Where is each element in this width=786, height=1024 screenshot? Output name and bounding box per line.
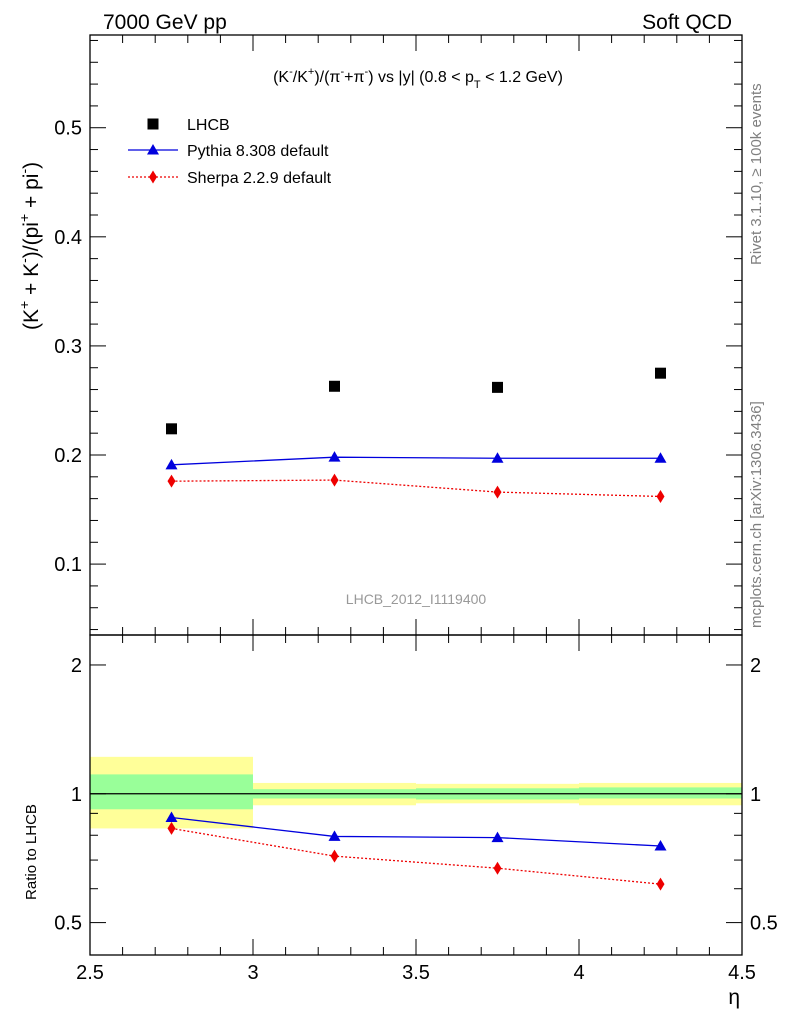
ratio-series-point-1 [493, 861, 502, 875]
main-series-point-1 [491, 452, 504, 463]
ylabel-s2: - [16, 258, 32, 263]
x-tick-label: 4.5 [728, 962, 756, 984]
title-sup1: - [289, 66, 293, 78]
ratio-ytick-label-right: 2 [750, 655, 761, 677]
main-ylabel: (K+ + K-)/(pi+ + pi-) [16, 162, 43, 330]
title-sup3: - [340, 66, 344, 78]
main-series-layer [165, 367, 667, 503]
legend-marker-2 [149, 170, 157, 184]
ratio-uncertainty-bands [90, 756, 742, 829]
main-series-point-2 [330, 473, 339, 487]
title-sub1: T [474, 79, 481, 91]
energy-label: 7000 GeV pp [103, 11, 227, 34]
main-ytick-label: 0.2 [54, 445, 82, 467]
ylabel-p3: )/(pi [20, 222, 43, 258]
chart-title: (K-/K+)/(π-+π-) vs |y| (0.8 < pT < 1.2 G… [273, 66, 563, 91]
main-ytick-label: 0.3 [54, 336, 82, 358]
ylabel-p2: + K [20, 263, 43, 301]
ratio-series-point-1 [656, 877, 665, 891]
title-mid3: +π [344, 69, 364, 86]
main-series-point-2 [656, 489, 665, 503]
ratio-ytick-label-right: 0.5 [750, 913, 778, 935]
legend-label-2: Sherpa 2.2.9 default [187, 170, 332, 187]
ylabel-p5: ) [20, 162, 43, 169]
ratio-ytick-label-right: 1 [750, 784, 761, 806]
main-series-point-0 [166, 423, 177, 435]
ylabel-s1: + [16, 301, 32, 309]
ratio-series-point-1 [167, 821, 176, 835]
rivet-label: Rivet 3.1.10, ≥ 100k events [748, 83, 765, 265]
ratio-series-point-0 [165, 811, 178, 823]
process-label: Soft QCD [642, 11, 732, 34]
x-axis-label: η [728, 986, 740, 1009]
main-series-point-0 [655, 367, 666, 379]
x-tick-label: 3.5 [402, 962, 430, 984]
ylabel-p1: (K [20, 309, 43, 330]
ylabel-s4: - [16, 169, 32, 174]
ratio-series-point-1 [330, 849, 339, 863]
main-ytick-label: 0.1 [54, 554, 82, 576]
ratio-series-layer [165, 811, 667, 891]
main-series-point-2 [493, 485, 502, 499]
main-ytick-label: 0.5 [54, 118, 82, 140]
legend: LHCB Pythia 8.308 default Sherpa 2.2.9 def… [128, 117, 332, 187]
title-sup2: + [308, 66, 314, 78]
x-tick-label: 3 [247, 962, 258, 984]
main-ytick-label: 0.4 [54, 227, 82, 249]
title-mid2: )/(π [314, 69, 340, 86]
main-series-point-2 [167, 474, 176, 488]
legend-label-0: LHCB [187, 117, 230, 134]
mcplots-label: mcplots.cern.ch [arXiv:1306.3436] [748, 401, 765, 628]
ratio-series-point-0 [491, 831, 504, 843]
ratio-ytick-label-left: 2 [71, 655, 82, 677]
analysis-watermark: LHCB_2012_I1119400 [346, 591, 487, 607]
main-axis-ticks: 0.1 0.2 0.3 0.4 0.5 [54, 35, 743, 635]
title-prefix: (K [273, 69, 289, 86]
main-series-point-1 [165, 458, 178, 470]
title-suffix: < 1.2 GeV) [481, 69, 563, 86]
ratio-ytick-label-left: 1 [71, 784, 82, 806]
ylabel-p4: + pi [20, 174, 43, 214]
title-mid1: /K [293, 69, 308, 86]
x-tick-label: 2.5 [76, 962, 104, 984]
main-series-point-1 [654, 452, 667, 463]
stat-uncertainty-band-0 [90, 774, 253, 810]
main-series-line-2 [171, 479, 661, 498]
ratio-plot-frame [89, 634, 743, 956]
main-series-point-0 [492, 381, 503, 393]
main-series-point-1 [328, 451, 341, 462]
title-mid4: ) vs |y| (0.8 < p [368, 69, 474, 86]
ratio-ytick-label-left: 0.5 [54, 913, 82, 935]
legend-label-1: Pythia 8.308 default [187, 143, 329, 160]
main-series-line-1 [171, 456, 661, 466]
ratio-series-point-0 [654, 840, 667, 851]
x-tick-label: 4 [573, 962, 584, 984]
ratio-ylabel: Ratio to LHCB [23, 804, 40, 900]
ylabel-s3: + [16, 214, 32, 222]
main-series-point-0 [329, 380, 340, 392]
legend-marker-1 [147, 144, 159, 155]
title-sup4: - [365, 66, 369, 78]
legend-marker-0 [147, 118, 159, 130]
ratio-series-line-0 [171, 816, 661, 847]
ratio-series-point-0 [328, 830, 341, 841]
stat-uncertainty-band-3 [579, 787, 742, 799]
